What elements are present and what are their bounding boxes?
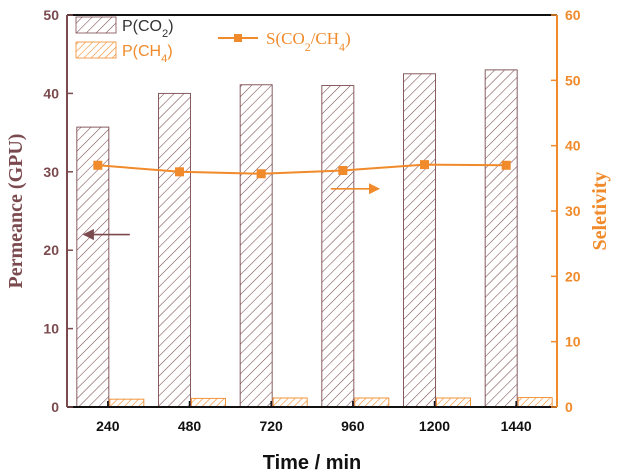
selectivity-point-240 <box>93 160 103 170</box>
x-tick-label: 480 <box>178 418 202 434</box>
selectivity-point-1200 <box>420 160 429 170</box>
left-tick-label: 20 <box>43 242 59 258</box>
left-tick-label: 50 <box>43 7 59 23</box>
bar-ch4-1200 <box>436 397 471 408</box>
right-tick-label: 50 <box>565 72 581 88</box>
bar-ch4-960 <box>354 397 390 408</box>
right-tick-label: 0 <box>565 399 573 415</box>
bar-co2-1200 <box>403 73 436 408</box>
bar-co2-480 <box>158 92 191 408</box>
selectivity-points <box>93 160 511 179</box>
legend-label-co2: P(CO2) <box>122 18 174 40</box>
legend-swatch-ch4 <box>75 41 117 59</box>
right-tick-label: 60 <box>565 7 581 23</box>
bar-co2-960 <box>321 85 355 408</box>
bar-co2-720 <box>239 84 273 408</box>
right-tick-label: 40 <box>565 138 581 154</box>
selectivity-point-480 <box>175 167 184 177</box>
left-tick-label: 0 <box>51 399 59 415</box>
x-tick-label: 1440 <box>501 418 532 434</box>
legend: P(CO2) P(CH4) S(CO2/CH4) <box>75 16 351 65</box>
legend-swatch-co2 <box>75 16 117 34</box>
x-tick-label: 720 <box>259 418 283 434</box>
x-tick-label: 1200 <box>419 418 450 434</box>
legend-marker-selectivity <box>234 34 242 42</box>
left-tick-label: 10 <box>43 321 59 337</box>
x-tick-label: 960 <box>341 418 365 434</box>
right-tick-label: 30 <box>565 203 581 219</box>
bar-co2-240 <box>76 126 110 408</box>
left-tick-label: 30 <box>43 164 59 180</box>
right-axis-title: Seletivity <box>589 172 611 251</box>
right-axis-ticks: 0 10 20 30 40 50 60 <box>551 7 581 415</box>
left-axis-title: Permeance (GPU) <box>5 134 27 289</box>
left-axis-ticks: 0 10 20 30 40 50 <box>43 7 73 415</box>
selectivity-line <box>97 163 507 175</box>
selectivity-point-960 <box>338 165 348 175</box>
bar-ch4-1440 <box>517 397 553 408</box>
bar-ch4-720 <box>272 397 308 408</box>
x-axis-ticks: 240 480 720 960 1200 1440 <box>96 401 532 434</box>
bar-ch4-480 <box>191 397 226 408</box>
bar-co2-1440 <box>484 69 518 408</box>
right-tick-label: 20 <box>565 268 581 284</box>
legend-label-selectivity: S(CO2/CH4) <box>266 29 351 54</box>
right-tick-label: 10 <box>565 334 581 350</box>
selectivity-point-720 <box>256 169 266 179</box>
legend-label-ch4: P(CH4) <box>122 43 173 65</box>
x-tick-label: 240 <box>96 418 120 434</box>
bar-group <box>76 69 553 408</box>
x-axis-title: Time / min <box>263 452 362 474</box>
bar-ch4-240 <box>109 398 145 408</box>
left-tick-label: 40 <box>43 85 59 101</box>
selectivity-point-1440 <box>501 160 511 170</box>
